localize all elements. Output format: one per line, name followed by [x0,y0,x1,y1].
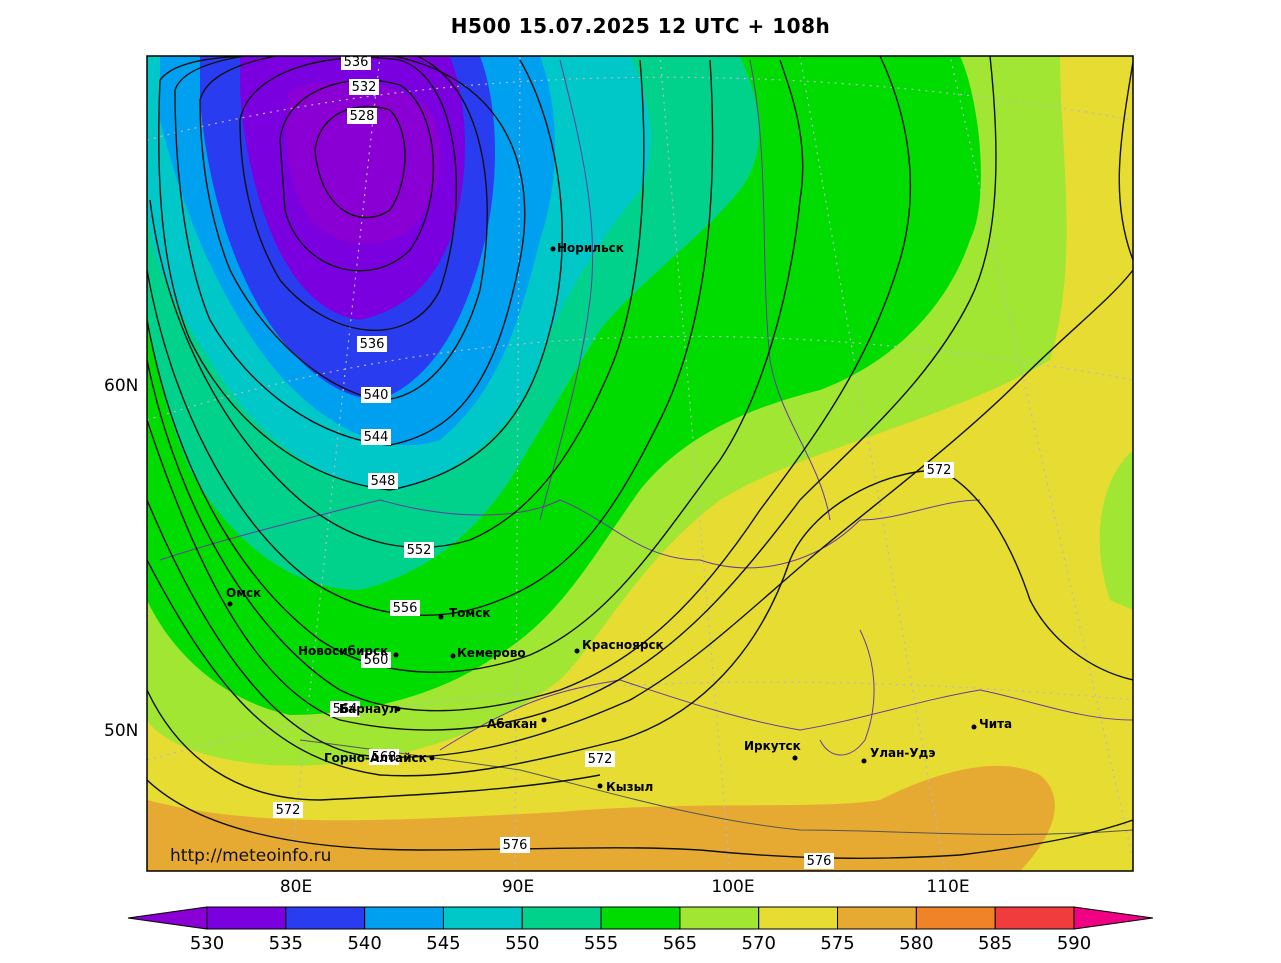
city-label: Кемерово [457,646,526,660]
city-marker [438,614,444,620]
lat-label: 60N [104,376,138,396]
city-label: Новосибирск [298,644,388,658]
isoline-label: 532 [352,80,377,95]
colorbar-tick-label: 575 [820,933,854,954]
isoline-label: 572 [927,463,952,478]
colorbar-segment [837,906,917,930]
isoline-label: 544 [364,430,389,445]
city-marker [597,783,603,789]
city-marker [450,653,456,659]
graticule [147,56,1133,871]
city-label: Абакан [487,717,537,731]
colorbar-tick-label: 590 [1057,933,1091,954]
isoline-label: 576 [503,838,528,853]
colorbar-segment [521,906,602,930]
colorbar-tick-label: 570 [742,933,776,954]
city-marker [792,755,798,761]
city-marker [550,246,556,252]
city-label: Красноярск [582,638,664,652]
city-marker [227,601,233,607]
isoline-label: 560 [364,653,389,668]
lon-label: 100E [711,877,754,897]
colorbar-tick-label: 545 [426,933,460,954]
colorbar-segment [442,906,523,930]
isoline-label: 572 [588,752,613,767]
city-marker [393,652,399,658]
lon-label: 80E [280,877,312,897]
city-marker [395,706,401,712]
isoline-label: 552 [407,543,432,558]
isoline-label: 568 [372,750,397,765]
city-marker [541,717,547,723]
city-label: Томск [449,606,491,620]
isoline-label: 572 [276,803,301,818]
borders [159,59,1133,835]
colorbar-segment [915,906,996,930]
isoline-label: 556 [393,601,418,616]
contour-lines [147,56,1133,859]
city-marker [971,724,977,730]
colorbar-tick-label: 535 [269,933,303,954]
city-label: Чита [979,717,1012,731]
colorbar-segment [679,906,760,930]
colorbar-segment [206,906,287,930]
colorbar-tick-label: 530 [190,933,224,954]
isoline-label: 564 [333,702,358,717]
map-frame [146,55,1134,872]
city-label: Омск [226,586,261,600]
isoline-label: 536 [344,55,369,70]
colorbar-tick-label: 565 [663,933,697,954]
city-label: Барнаул [339,702,398,716]
colorbar-segment [364,906,444,930]
isoline-label: 528 [350,109,375,124]
city-label: Горно-Алтайск [324,751,427,765]
colorbar-tick-label: 540 [347,933,381,954]
city-marker [429,755,435,761]
isoline-labels: 536 532 528 536 540 544 548 552 556 560 … [273,55,954,869]
city-marker [574,648,580,654]
colorbar-arrow-high [1073,906,1154,930]
lon-label: 110E [926,877,969,897]
city-label: Иркутск [744,739,801,753]
colorbar-segment [994,906,1075,930]
colorbar-tick-label: 555 [584,933,618,954]
lat-label: 50N [104,721,138,741]
chart-title: H500 15.07.2025 12 UTC + 108h [450,14,831,38]
city-label: Улан-Удэ [870,746,935,760]
colorbar-arrow-low [127,906,208,930]
lon-label: 90E [502,877,534,897]
isoline-label: 536 [360,337,385,352]
isoline-label: 548 [371,474,396,489]
colorbar-tick-label: 550 [505,933,539,954]
isoline-label: 576 [807,854,832,869]
cities: Норильск Омск Томск Новосибирск Кемерово… [226,241,1012,794]
colorbar-tick-label: 585 [978,933,1012,954]
colorbar-segment [758,906,839,930]
isoline-label: 540 [364,388,389,403]
colorbar-segment [600,906,681,930]
colorbar-tick-label: 580 [899,933,933,954]
colorbar: 530 535 540 545 550 555 565 570 575 580 585 590 [127,906,1154,954]
colorbar-segment [285,906,366,930]
city-marker [861,758,867,764]
city-label: Норильск [557,241,624,255]
filled-height-field: 536 532 528 536 540 544 548 552 556 560 … [147,55,1133,871]
city-label: Кызыл [606,780,653,794]
watermark: http://meteoinfo.ru [170,846,331,866]
